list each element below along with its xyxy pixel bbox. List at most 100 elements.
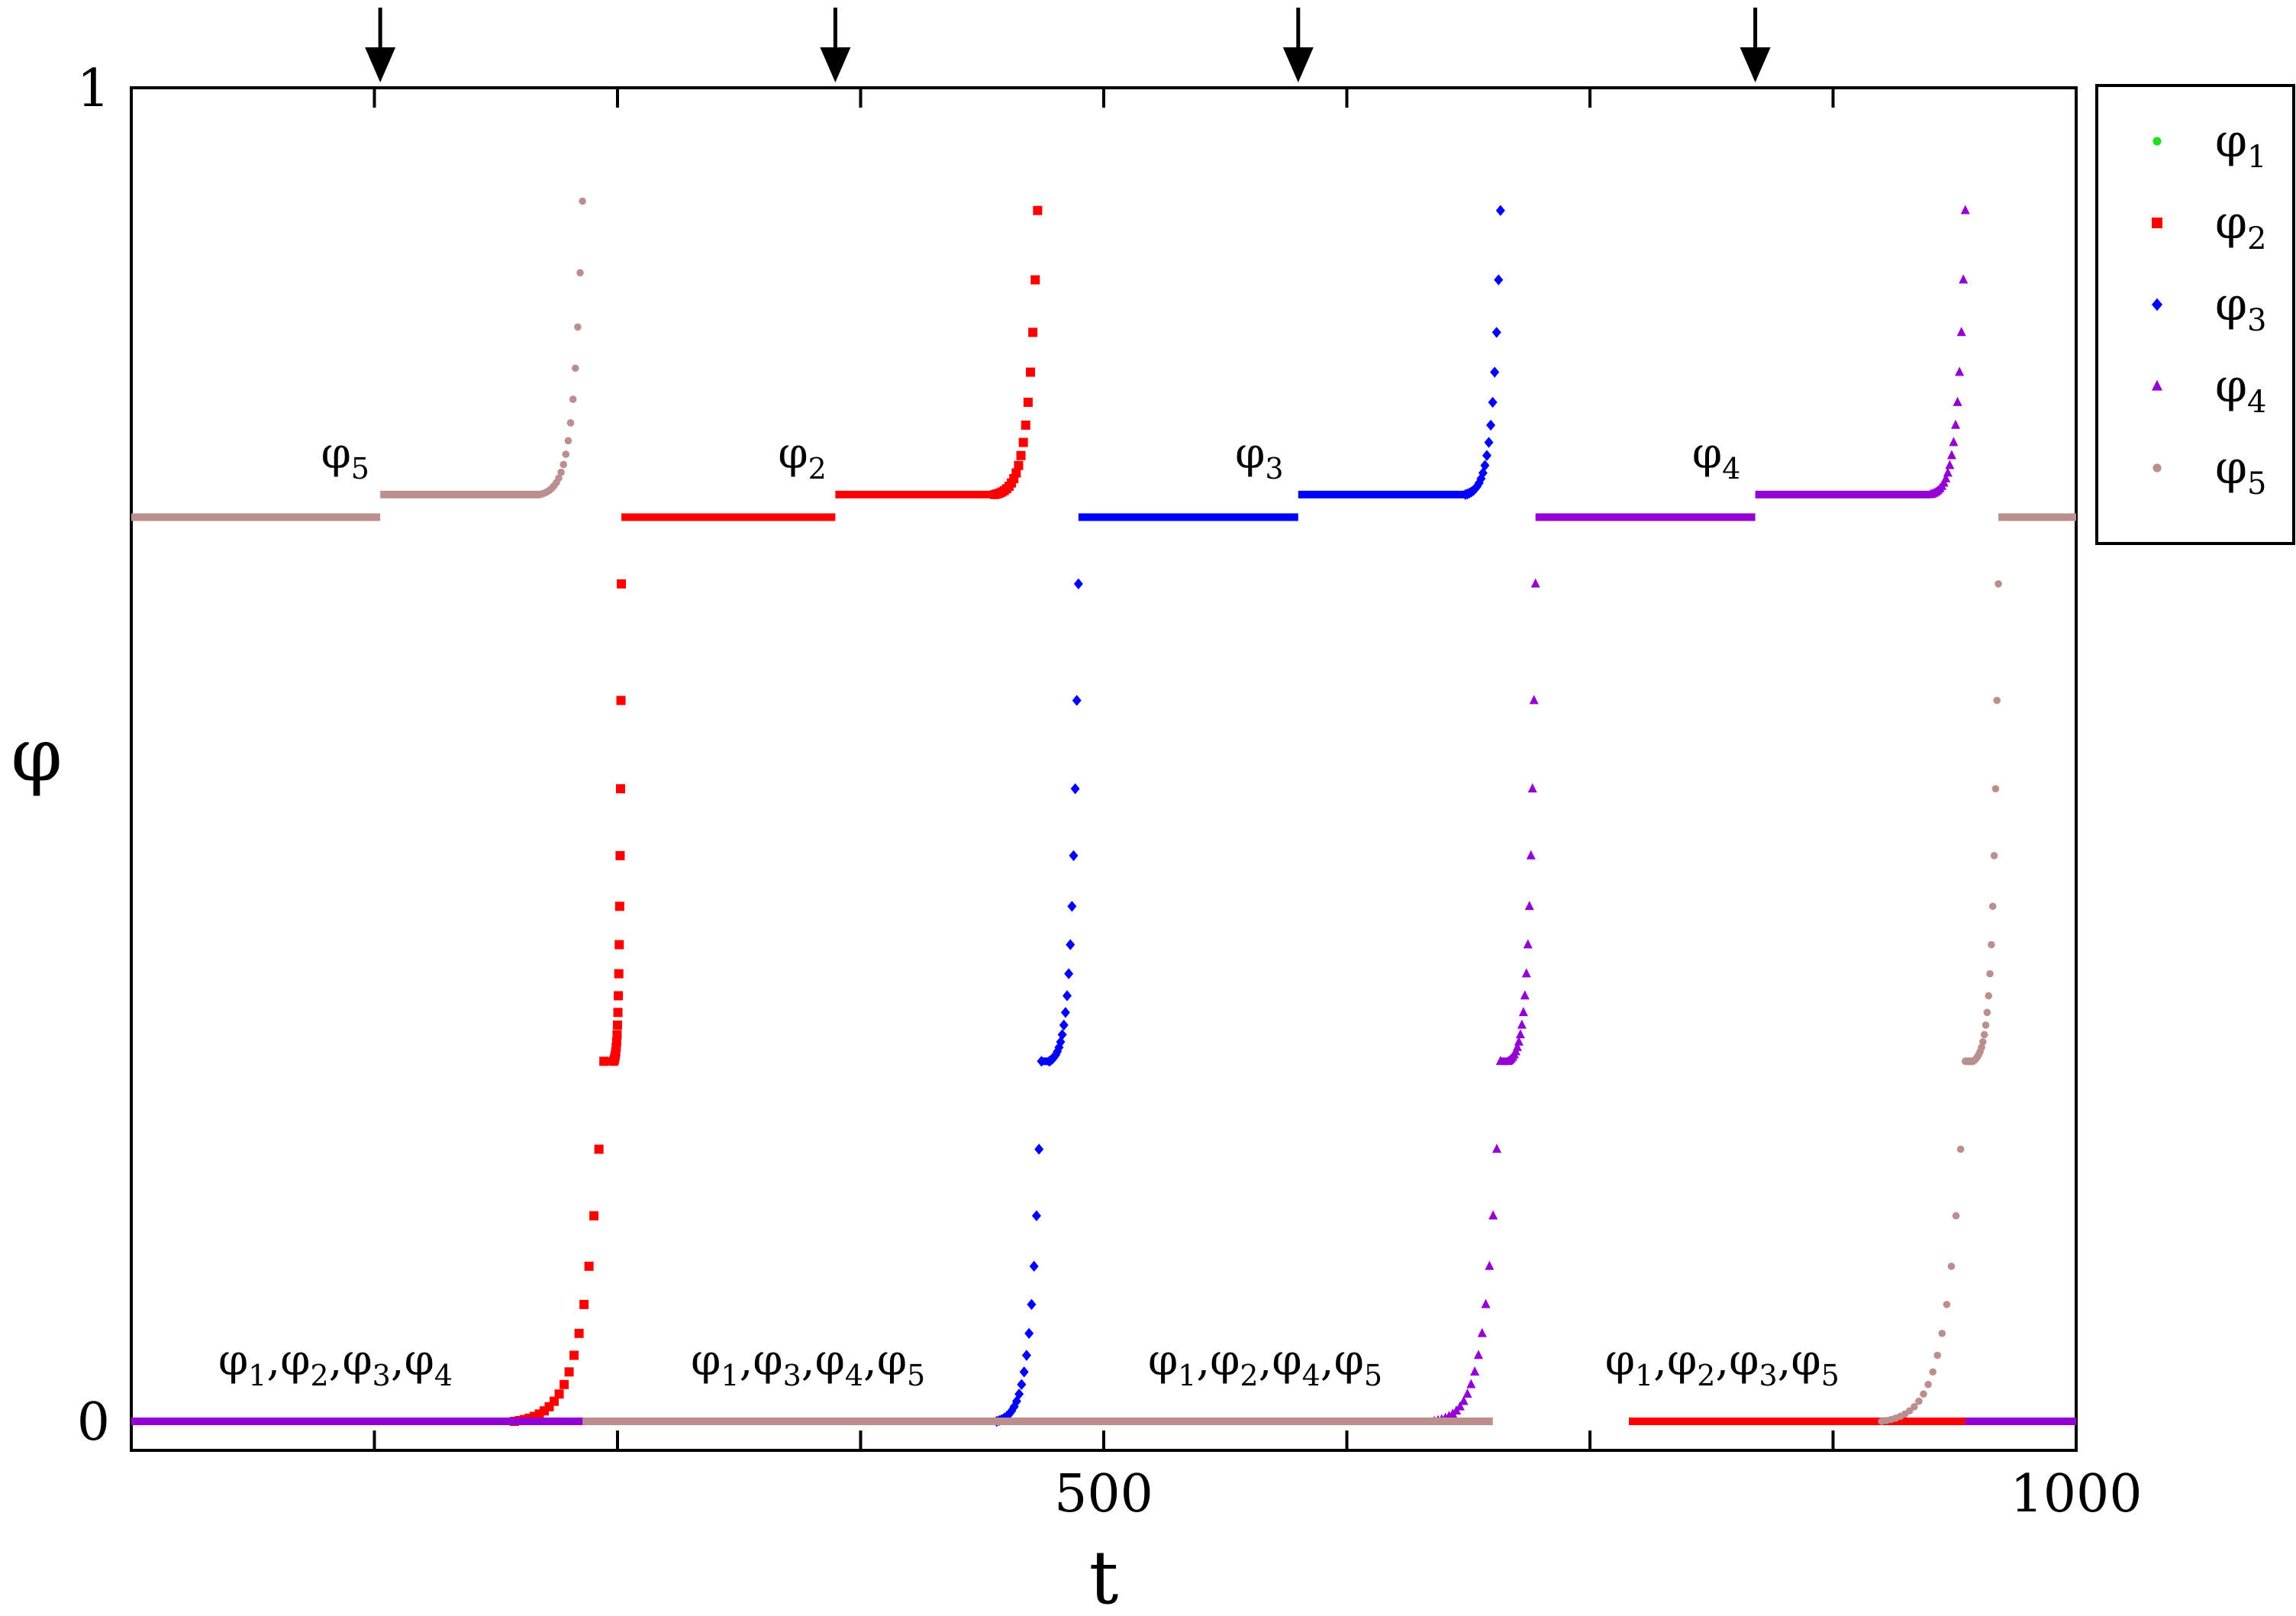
data-series	[131, 197, 2076, 1427]
data-point	[1530, 578, 1540, 588]
data-point	[1952, 1211, 1960, 1220]
data-point	[1067, 901, 1077, 912]
data-point	[1069, 850, 1079, 862]
data-point	[611, 1037, 621, 1047]
data-point	[1014, 460, 1024, 470]
data-point	[613, 1008, 623, 1018]
data-point	[1482, 450, 1491, 461]
legend-label: φ4	[2215, 360, 2266, 420]
data-point	[1480, 460, 1490, 471]
data-point	[566, 419, 575, 427]
x-tick-label: 1000	[2010, 1464, 2142, 1524]
data-point	[569, 1350, 579, 1360]
data-point	[1529, 695, 1539, 705]
data-point	[1947, 1263, 1956, 1270]
legend-marker	[2152, 298, 2162, 311]
legend-entry-phi-5: φ5	[2152, 441, 2266, 502]
data-point	[1955, 366, 1965, 376]
data-point	[557, 468, 565, 476]
data-point	[589, 1211, 599, 1221]
data-point	[1026, 367, 1036, 377]
annotation-label: φ3	[1235, 429, 1283, 485]
data-point	[1517, 1019, 1527, 1029]
data-point	[1521, 968, 1531, 978]
data-point	[1953, 396, 1962, 406]
data-point	[564, 1367, 574, 1377]
data-point	[569, 395, 577, 403]
data-point	[613, 1020, 622, 1030]
data-point	[1915, 1397, 1923, 1405]
legend-entry-phi-1: φ1	[2152, 115, 2266, 175]
data-point	[1943, 467, 1953, 477]
data-point	[1986, 969, 1994, 978]
annotation-label: φ2	[778, 429, 826, 485]
data-point	[1951, 419, 1961, 429]
data-point	[1059, 1019, 1069, 1031]
data-point	[1993, 696, 2001, 705]
legend-label: φ3	[2215, 278, 2266, 338]
data-point	[1470, 1366, 1480, 1376]
data-point	[1474, 477, 1484, 489]
data-point	[614, 940, 624, 950]
legend-label: φ2	[2215, 196, 2266, 256]
data-point	[1911, 1403, 1918, 1411]
data-point	[1021, 420, 1030, 430]
data-point	[1484, 437, 1494, 448]
data-point	[1943, 1301, 1951, 1308]
event-arrow	[1740, 8, 1771, 82]
data-point	[584, 1261, 594, 1271]
data-point	[554, 1389, 564, 1399]
data-point	[1030, 275, 1040, 285]
data-point	[1057, 1029, 1067, 1040]
data-point	[1959, 274, 1969, 284]
annotation-label: φ1,φ3,φ4,φ5	[691, 1336, 925, 1392]
x-axis-label: t	[1089, 1535, 1119, 1616]
data-point	[1491, 327, 1501, 338]
annotation-label: φ1,φ2,φ3,φ4	[218, 1336, 453, 1392]
annotations: φ5 φ2 φ3 φ4 φ1,φ2,φ3,φ4 φ1,φ3,φ4,φ5 φ1,φ2,φ4,φ…	[218, 429, 1840, 1392]
data-point	[1978, 1043, 1985, 1051]
y-axis-label: φ	[11, 713, 62, 798]
data-point	[1527, 783, 1537, 793]
data-point	[555, 474, 563, 482]
data-point	[1477, 1327, 1487, 1337]
axis-ticks: 500 1000 0 1	[77, 59, 2143, 1524]
legend-marker	[2152, 463, 2162, 473]
data-point	[1495, 205, 1505, 216]
data-point	[1029, 1260, 1039, 1272]
data-point	[612, 1030, 622, 1040]
data-point	[1004, 1408, 1014, 1420]
y-tick-label: 1	[77, 59, 110, 119]
series-phi-5	[131, 197, 2076, 1425]
data-point	[1938, 1329, 1946, 1337]
data-point	[1979, 1038, 1987, 1046]
data-point	[1027, 1298, 1037, 1311]
data-point	[1991, 785, 2000, 793]
data-point	[559, 1379, 569, 1389]
data-point	[1985, 992, 1992, 1000]
data-point	[1949, 437, 1959, 447]
data-point	[564, 437, 572, 445]
data-point	[1070, 783, 1080, 795]
data-point	[1014, 1389, 1024, 1400]
data-point	[1019, 1366, 1029, 1378]
data-point	[1920, 1390, 1927, 1398]
data-point	[1994, 580, 2002, 588]
data-point	[559, 460, 568, 469]
data-point	[617, 579, 627, 589]
data-point	[1490, 366, 1500, 378]
data-point	[1011, 468, 1021, 478]
data-point	[1486, 419, 1496, 431]
y-tick-label: 0	[77, 1392, 110, 1453]
data-point	[1478, 467, 1488, 479]
data-point	[1023, 398, 1033, 408]
data-point	[594, 1144, 604, 1154]
event-arrow	[1282, 8, 1314, 82]
data-point	[1021, 1350, 1031, 1361]
data-point	[1063, 990, 1072, 1002]
event-arrows	[365, 8, 1771, 82]
legend-marker	[2152, 218, 2162, 228]
annotation-label: φ1,φ2,φ4,φ5	[1148, 1336, 1382, 1392]
data-point	[1520, 990, 1530, 1000]
